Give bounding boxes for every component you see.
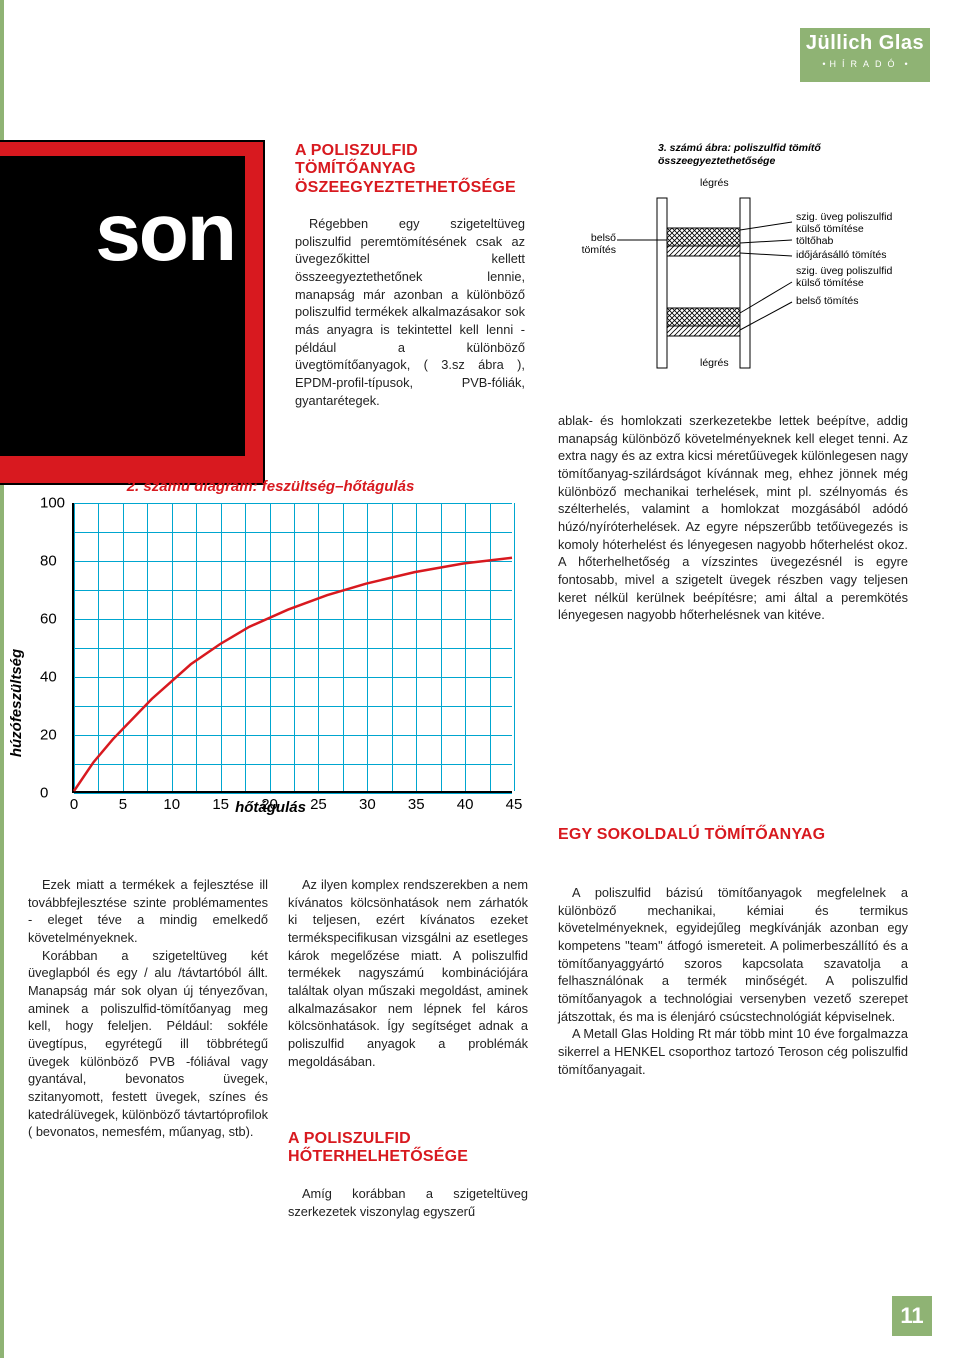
section3-title: EGY SOKOLDALÚ TÖMÍTŐANYAG — [558, 826, 858, 844]
page-number: 11 — [892, 1296, 932, 1336]
chart-ytick: 40 — [40, 669, 57, 686]
chart-ytick: 100 — [40, 495, 65, 512]
column3: ablak- és homlokzati szerkezetekbe lette… — [558, 412, 908, 624]
section2-title: A POLISZULFID HŐTERHELHETŐSÉGE — [288, 1130, 528, 1167]
chart-ytick: 20 — [40, 727, 57, 744]
section2-p1: Amíg korábban a szigeteltüveg szerkezete… — [288, 1185, 528, 1220]
teroson-word: son — [0, 156, 245, 456]
chart-ytick: 80 — [40, 553, 57, 570]
chart-xtick: 40 — [457, 796, 474, 813]
fig3-label-r4: szig. üveg poliszulfid külső tömítése — [796, 266, 914, 289]
chart-xtick: 10 — [163, 796, 180, 813]
chart-ytick: 0 — [40, 785, 48, 802]
fig3-diagram: légrés légrés belső tömítés szig. üveg p… — [562, 178, 914, 393]
section1-title: A POLISZULFID TÖMÍTŐANYAG ÖSZEEGYEZTETHE… — [295, 142, 525, 197]
fig3-label-r3: időjárásálló tömítés — [796, 250, 914, 262]
chart-xtick: 15 — [212, 796, 229, 813]
fig3-label-r1: szig. üveg poliszulfid külső tömítése — [796, 212, 914, 235]
fig3-label-r5: belső tömítés — [796, 296, 914, 308]
fig3-label-legres-top: légrés — [700, 178, 729, 190]
chart-ylabel: húzófeszültség — [8, 649, 25, 757]
chart-container: 2. számú diagram: feszültség–hőtágulás h… — [18, 478, 523, 853]
section3-p1: A poliszulfid bázisú tömítőanyagok megfe… — [558, 884, 908, 1025]
col1-p1: Ezek miatt a termékek a fejlesztése ill … — [28, 876, 268, 947]
teroson-panel: son — [0, 140, 265, 485]
section3-p2: A Metall Glas Holding Rt már több mint 1… — [558, 1025, 908, 1078]
logo-line2: HÍRADÓ — [800, 59, 930, 69]
fig3-label-belso: belső tömítés — [554, 233, 616, 256]
chart-xtick: 20 — [261, 796, 278, 813]
col3-p1: ablak- és homlokzati szerkezetekbe lette… — [558, 412, 908, 624]
brand-logo: Jüllich Glas HÍRADÓ — [800, 28, 930, 82]
chart-xtick: 25 — [310, 796, 327, 813]
section3-body: A poliszulfid bázisú tömítőanyagok megfe… — [558, 884, 908, 1078]
chart-xtick: 0 — [70, 796, 78, 813]
chart-xtick: 35 — [408, 796, 425, 813]
chart-axes: 020406080100051015202530354045 — [72, 503, 512, 793]
section2-body: Amíg korábban a szigeteltüveg szerkezete… — [288, 1185, 528, 1220]
section1-p1: Régebben egy szigeteltüveg poliszulfid p… — [295, 215, 525, 409]
col1-p2: Korábban a szigeteltüveg két üveglapból … — [28, 947, 268, 1141]
teroson-text: son — [95, 186, 235, 280]
fig3-caption: 3. számú ábra: poliszulfid tömítő összee… — [658, 142, 828, 167]
chart-title: 2. számú diagram: feszültség–hőtágulás — [18, 478, 523, 495]
col2-p1: Az ilyen komplex rendszerekben a nem kív… — [288, 876, 528, 1070]
fig3-label-r2: töltőhab — [796, 236, 914, 248]
section1-intro: Régebben egy szigeteltüveg poliszulfid p… — [295, 215, 525, 409]
chart-xtick: 30 — [359, 796, 376, 813]
chart-xtick: 45 — [506, 796, 523, 813]
column2: Az ilyen komplex rendszerekben a nem kív… — [288, 876, 528, 1070]
fig3-label-legres-bot: légrés — [700, 358, 729, 370]
chart-xtick: 5 — [119, 796, 127, 813]
column1: Ezek miatt a termékek a fejlesztése ill … — [28, 876, 268, 1141]
logo-line1: Jüllich Glas — [800, 32, 930, 55]
chart-ytick: 60 — [40, 611, 57, 628]
